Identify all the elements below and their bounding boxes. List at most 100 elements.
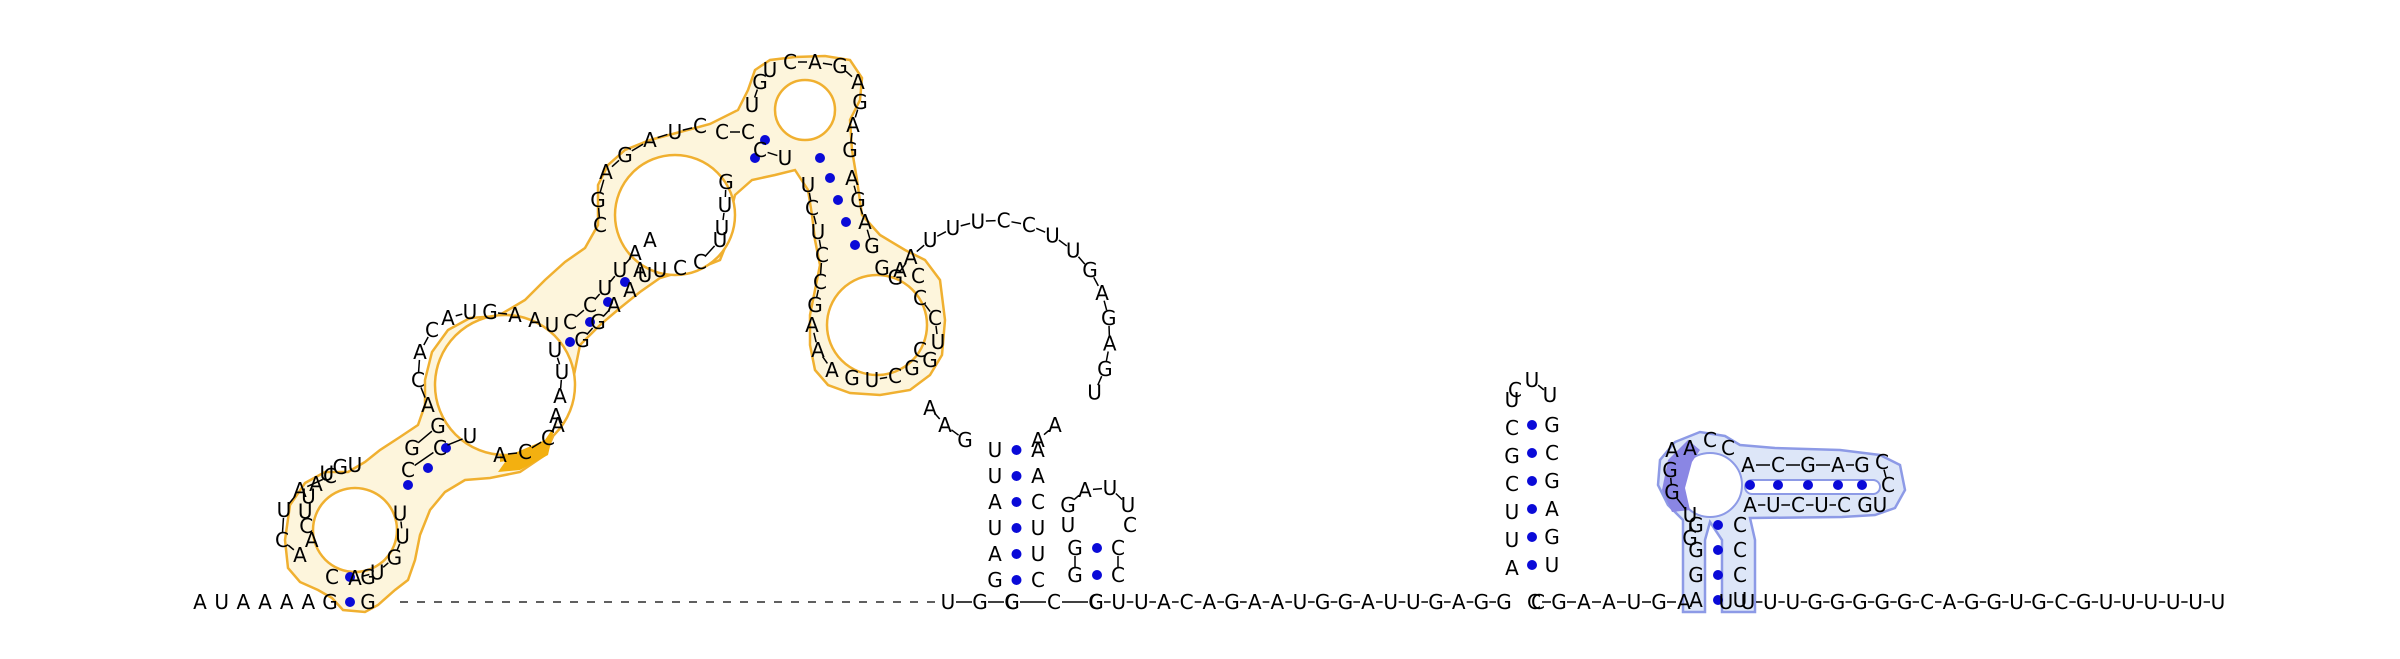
baseline-nucleotide: G — [1651, 590, 1667, 614]
backbone-link — [1115, 492, 1123, 501]
orange-nucleotide: A — [549, 404, 563, 428]
loop-nucleotide: A — [1103, 332, 1117, 356]
hairpin-nucleotide: C — [1111, 536, 1125, 560]
stem-nucleotide: A — [988, 542, 1002, 566]
base-pair-dot — [1833, 480, 1843, 490]
base-pair-dot — [403, 480, 413, 490]
loop-nucleotide: G — [957, 428, 973, 452]
backbone-link — [657, 133, 668, 139]
baseline-3p-nucleotide: A — [1943, 590, 1957, 614]
orange-nucleotide: U — [298, 499, 313, 523]
loop-nucleotide: G — [1097, 357, 1113, 381]
orange-nucleotide: A — [643, 228, 657, 252]
orange-nucleotide: A — [528, 308, 542, 332]
hairpin-nucleotide: U — [1525, 368, 1540, 392]
orange-nucleotide: U — [555, 360, 570, 384]
orange-nucleotide: C — [693, 114, 707, 138]
stem-nucleotide: U — [1505, 528, 1520, 552]
orange-nucleotide: U — [301, 485, 316, 509]
backbone-link — [1093, 276, 1099, 287]
backbone-link — [1105, 351, 1109, 362]
stem-nucleotide: U — [988, 464, 1003, 488]
base-pair-dot — [825, 173, 835, 183]
stem-nucleotide: G — [1544, 413, 1560, 437]
orange-loop-hairpin — [311, 486, 399, 574]
base-pair-dot — [1011, 523, 1022, 533]
orange-nucleotide: C — [888, 364, 902, 388]
orange-nucleotide: A — [805, 313, 819, 337]
orange-nucleotide: G — [842, 138, 858, 162]
blue-nucleotide: U — [1873, 493, 1888, 517]
backbone-link — [423, 336, 429, 346]
backbone-link — [281, 517, 285, 533]
backbone-link — [753, 89, 759, 98]
orange-nucleotide: A — [643, 128, 657, 152]
blue-nucleotide: G — [1682, 526, 1698, 550]
backbone-link — [722, 212, 725, 221]
orange-nucleotide: U — [745, 93, 760, 117]
base-pair-dot — [1011, 575, 1022, 585]
baseline-3p-nucleotide: U — [2144, 590, 2159, 614]
blue-nucleotide: C — [1703, 428, 1717, 452]
loop-nucleotide: A — [1031, 428, 1045, 452]
orange-nucleotide: C — [325, 565, 339, 589]
blue-nucleotide: A — [1831, 453, 1845, 477]
backbone-link — [400, 521, 403, 529]
base-pair-dot — [833, 195, 843, 205]
baseline-3p-nucleotide: U — [2166, 590, 2181, 614]
orange-nucleotide: A — [309, 472, 323, 496]
backbone-link — [859, 207, 864, 215]
backbone-link — [306, 478, 324, 488]
blue-nucleotide: G — [1662, 458, 1678, 482]
orange-nucleotide: G — [387, 546, 403, 570]
orange-nucleotide: U — [778, 146, 793, 170]
baseline-3p-nucleotide: G — [1875, 590, 1891, 614]
baseline-nucleotide: U — [1719, 590, 1734, 614]
backbone-link — [575, 309, 585, 318]
base-pair-dot — [1745, 480, 1755, 490]
baseline-nucleotide: A — [1577, 590, 1591, 614]
orange-nucleotide: G — [360, 590, 376, 614]
loop-nucleotide: C — [1022, 213, 1036, 237]
orange-nucleotide: U — [718, 193, 733, 217]
blue-stem-nucleotide: G — [1688, 513, 1704, 537]
blue-nucleotide: G — [1854, 453, 1870, 477]
orange-nucleotide: G — [922, 348, 938, 372]
backbone-link — [934, 413, 941, 420]
orange-nucleotide: G — [574, 328, 590, 352]
orange-nucleotide: C — [741, 120, 755, 144]
backbone-link — [559, 379, 563, 389]
orange-nucleotide: A — [441, 306, 455, 330]
orange-nucleotide: C — [911, 264, 925, 288]
backbone-link — [818, 239, 822, 248]
baseline-3p-nucleotide: G — [1807, 590, 1823, 614]
blue-stem-nucleotide: A — [1689, 588, 1703, 612]
hairpin-nucleotide: C — [1111, 563, 1125, 587]
backbone-link — [822, 62, 833, 66]
backbone-link — [808, 192, 812, 201]
blue-stem-nucleotide: C — [1733, 563, 1747, 587]
orange-nucleotide: C — [913, 338, 927, 362]
baseline-nucleotide: A — [1602, 590, 1616, 614]
orange-nucleotide: A — [607, 293, 621, 317]
orange-nucleotide: A — [811, 338, 825, 362]
orange-nucleotide: A — [493, 443, 507, 467]
orange-nucleotide: U — [545, 313, 560, 337]
orange-nucleotide: C — [583, 293, 597, 317]
orange-nucleotide: G — [360, 565, 376, 589]
loop-nucleotide: U — [1087, 381, 1102, 405]
orange-nucleotide: C — [715, 120, 729, 144]
orange-nucleotide: G — [590, 310, 606, 334]
backbone-link — [586, 327, 594, 335]
backbone-link — [854, 109, 859, 118]
orange-nucleotide: C — [753, 138, 767, 162]
hairpin-nucleotide: G — [1060, 493, 1076, 517]
orange-nucleotide: C — [563, 310, 577, 334]
base-pair-dot — [1773, 480, 1783, 490]
orange-nucleotide: U — [763, 58, 778, 82]
orange-nucleotide: G — [752, 70, 768, 94]
hairpin-nucleotide: A — [1078, 478, 1092, 502]
orange-nucleotide: G — [482, 300, 498, 324]
baseline-nucleotide: A — [1248, 590, 1262, 614]
blue-nucleotide: A — [1741, 453, 1755, 477]
